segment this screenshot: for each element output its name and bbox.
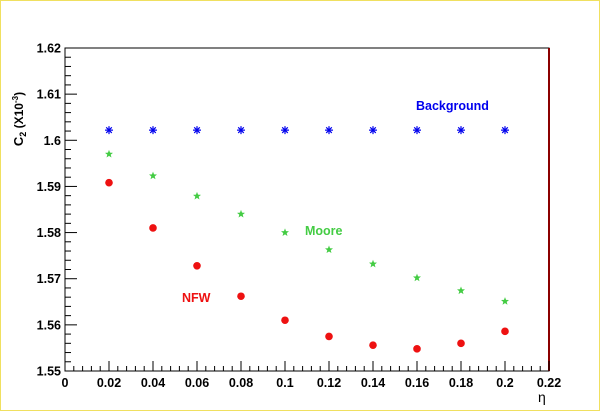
x-tick-label: 0.22 [537, 376, 561, 390]
x-tick-label: 0.04 [141, 376, 165, 390]
plot-frame [64, 47, 550, 372]
point-moore [413, 273, 421, 282]
point-background-stroke [105, 126, 113, 134]
point-background [413, 126, 421, 135]
y-axis-label-part: 2 [18, 132, 28, 137]
x-tick-label: 0.2 [496, 376, 513, 390]
x-tick-label: 0.06 [185, 376, 209, 390]
point-moore [149, 171, 157, 180]
point-background [149, 126, 157, 135]
y-tick-label: 1.56 [37, 318, 61, 332]
point-background [369, 126, 377, 135]
point-background-stroke [149, 126, 157, 134]
x-tick-label: 0 [62, 376, 69, 390]
point-background [325, 126, 333, 135]
x-tick-label: 0.1 [276, 376, 293, 390]
y-tick-label: 1.62 [37, 42, 61, 56]
point-background [237, 126, 245, 135]
point-moore [325, 245, 333, 254]
point-background [193, 126, 201, 135]
legend-label-background: Background [416, 99, 489, 113]
point-nfw [105, 178, 113, 187]
point-moore [457, 286, 465, 295]
point-nfw [413, 345, 421, 353]
x-tick-label: 0.02 [97, 376, 121, 390]
point-nfw [501, 327, 509, 336]
point-moore [501, 297, 509, 305]
point-nfw [457, 339, 465, 348]
point-background-stroke [369, 126, 377, 134]
y-tick-label: 1.61 [37, 88, 61, 102]
point-nfw [325, 332, 333, 341]
x-tick-label: 0.16 [405, 376, 429, 390]
legend-label-nfw: NFW [182, 291, 211, 305]
y-axis-label-part: C [11, 136, 26, 146]
x-tick-label: 0.12 [317, 376, 341, 390]
plot-area-border [64, 47, 550, 372]
point-moore [105, 149, 113, 158]
y-tick-label: 1.58 [37, 226, 61, 240]
point-background [457, 126, 465, 135]
point-nfw [281, 316, 289, 325]
point-moore [193, 191, 201, 200]
x-axis-label: η [538, 389, 546, 405]
point-background-stroke [237, 126, 245, 134]
point-background-stroke [193, 126, 201, 134]
point-background [281, 126, 289, 135]
y-axis-label-part: ) [12, 92, 26, 96]
point-moore [369, 259, 377, 268]
point-nfw [369, 341, 377, 349]
y-axis-label: C2 (X10-3) [11, 92, 28, 146]
legend-label-moore: Moore [305, 224, 343, 238]
y-axis-label-part: -3 [11, 95, 20, 103]
point-background [501, 126, 509, 135]
x-tick-label: 0.08 [229, 376, 253, 390]
point-moore [281, 228, 289, 236]
point-nfw [237, 292, 245, 301]
x-tick-label: 0.18 [449, 376, 473, 390]
point-background-stroke [457, 126, 465, 134]
point-background-stroke [501, 126, 509, 134]
data-points [105, 126, 509, 353]
y-tick-label: 1.57 [37, 272, 61, 286]
axis-ticks [64, 47, 550, 372]
y-tick-label: 1.6 [44, 134, 61, 148]
tick-labels: 0 0.02 0.04 0.06 0.08 0.1 0.12 0.14 0.16 0.18 0.2 0… [37, 42, 562, 391]
point-background-stroke [413, 126, 421, 134]
point-moore [237, 209, 245, 218]
point-background-stroke [281, 126, 289, 134]
point-background [105, 126, 113, 135]
point-nfw [149, 224, 157, 232]
y-tick-label: 1.55 [37, 365, 61, 379]
x-tick-label: 0.14 [361, 376, 385, 390]
y-axis-label-part: (X10 [12, 103, 26, 132]
point-nfw [193, 261, 201, 270]
y-tick-label: 1.59 [37, 180, 61, 194]
point-background-stroke [325, 126, 333, 134]
